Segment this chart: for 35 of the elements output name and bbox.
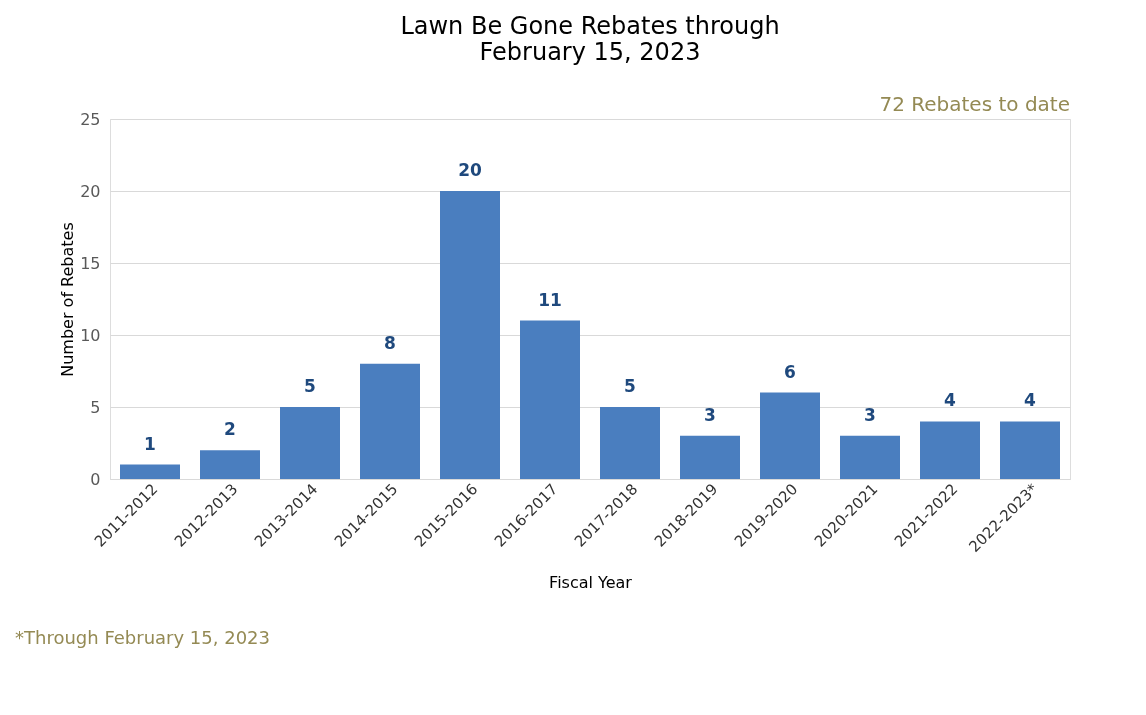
bar bbox=[360, 363, 420, 479]
data-label: 8 bbox=[384, 332, 396, 353]
text: *Through February 15, 2023 bbox=[15, 627, 271, 648]
bar bbox=[680, 435, 740, 479]
bar bbox=[600, 407, 660, 479]
data-label: 5 bbox=[624, 376, 636, 396]
bar bbox=[1000, 421, 1060, 479]
y-axis-title: Number of Rebates bbox=[58, 222, 78, 377]
y-tick-label: 15 bbox=[80, 253, 101, 273]
data-label: 4 bbox=[944, 390, 957, 411]
data-label: 3 bbox=[864, 404, 876, 425]
data-label: 5 bbox=[304, 376, 316, 396]
data-label: 11 bbox=[538, 289, 562, 310]
bar bbox=[920, 421, 980, 479]
text: 72 Rebates to date bbox=[879, 92, 1070, 116]
y-tick-label: 20 bbox=[80, 181, 101, 201]
bar bbox=[520, 320, 580, 479]
y-tick-label: 0 bbox=[90, 469, 101, 489]
data-label: 1 bbox=[144, 433, 156, 454]
bar bbox=[760, 392, 820, 479]
bar bbox=[120, 464, 180, 479]
data-label: 20 bbox=[458, 160, 482, 180]
x-axis-title: Fiscal Year bbox=[549, 573, 633, 593]
data-label: 4 bbox=[1024, 390, 1037, 411]
data-label: 3 bbox=[704, 404, 716, 425]
chart-title: Lawn Be Gone Rebates through February 15, 2023 bbox=[400, 12, 780, 66]
y-tick-label: 5 bbox=[90, 397, 101, 417]
data-label: 6 bbox=[784, 361, 796, 382]
data-label: 2 bbox=[224, 419, 236, 440]
y-tick-label: 25 bbox=[80, 109, 101, 129]
bar bbox=[440, 191, 500, 479]
bar bbox=[200, 450, 260, 479]
bar bbox=[280, 407, 340, 479]
y-tick-label: 10 bbox=[80, 325, 101, 345]
bar bbox=[840, 435, 900, 479]
